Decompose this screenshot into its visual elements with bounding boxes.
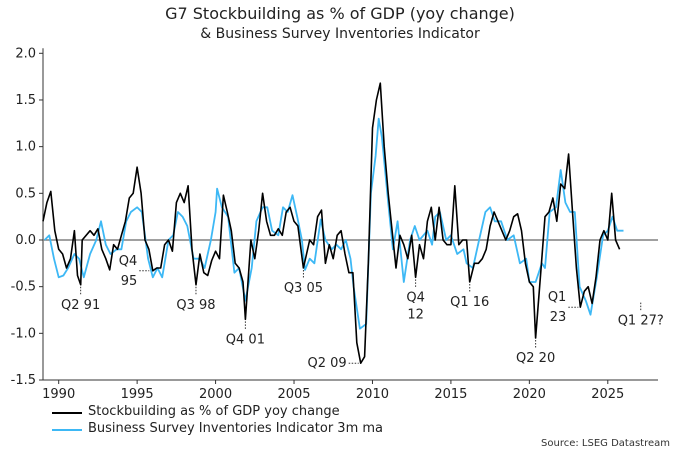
legend-swatch-stockbuilding bbox=[52, 412, 82, 414]
annotation-label: Q4 01 bbox=[226, 332, 265, 347]
annotation-label: Q2 91 bbox=[61, 298, 100, 313]
legend-label-survey: Business Survey Inventories Indicator 3m… bbox=[88, 421, 384, 436]
annotation-label: Q2 09 bbox=[308, 356, 347, 371]
source-note: Source: LSEG Datastream bbox=[541, 438, 670, 449]
y-tick-label: 0.0 bbox=[15, 233, 36, 248]
y-tick-label: 0.5 bbox=[15, 186, 36, 201]
y-tick-label: 2.0 bbox=[15, 46, 36, 61]
y-tick-label: -1.0 bbox=[11, 326, 36, 341]
series-survey-line bbox=[43, 117, 624, 330]
x-tick-label: 2015 bbox=[434, 387, 467, 402]
x-tick-label: 1990 bbox=[42, 387, 75, 402]
series-stockbuilding-line bbox=[42, 82, 621, 364]
annotation-label: Q3 98 bbox=[176, 298, 215, 313]
x-tick-label: 2005 bbox=[277, 387, 310, 402]
x-tick-label: 2000 bbox=[199, 387, 232, 402]
annotation-label: Q1 27? bbox=[618, 314, 664, 329]
chart-subtitle: & Business Survey Inventories Indicator bbox=[200, 26, 480, 42]
annotation-label: Q3 05 bbox=[284, 281, 323, 296]
y-tick-label: 1.5 bbox=[15, 93, 36, 108]
chart-title: G7 Stockbuilding as % of GDP (yoy change… bbox=[165, 4, 515, 23]
y-tick-label: 1.0 bbox=[15, 140, 36, 155]
x-tick-label: 1995 bbox=[121, 387, 154, 402]
legend-label-stockbuilding: Stockbuilding as % of GDP yoy change bbox=[88, 404, 340, 419]
annotation-label: Q1 16 bbox=[450, 295, 489, 310]
annotation-label: 12 bbox=[407, 307, 424, 322]
y-tick-label: -0.5 bbox=[11, 280, 36, 295]
y-tick-label: -1.5 bbox=[11, 373, 36, 388]
annotation-label: Q1 bbox=[548, 290, 567, 305]
annotation-label: 23 bbox=[550, 310, 567, 325]
legend-swatch-survey bbox=[52, 429, 82, 431]
annotation-label: Q4 bbox=[406, 290, 425, 305]
annotation-label: Q4 bbox=[119, 254, 138, 269]
annotation-label: 95 bbox=[121, 274, 138, 289]
x-tick-label: 2020 bbox=[513, 387, 546, 402]
x-tick-label: 2010 bbox=[356, 387, 389, 402]
annotation-label: Q2 20 bbox=[516, 351, 555, 366]
x-tick-label: 2025 bbox=[591, 387, 624, 402]
